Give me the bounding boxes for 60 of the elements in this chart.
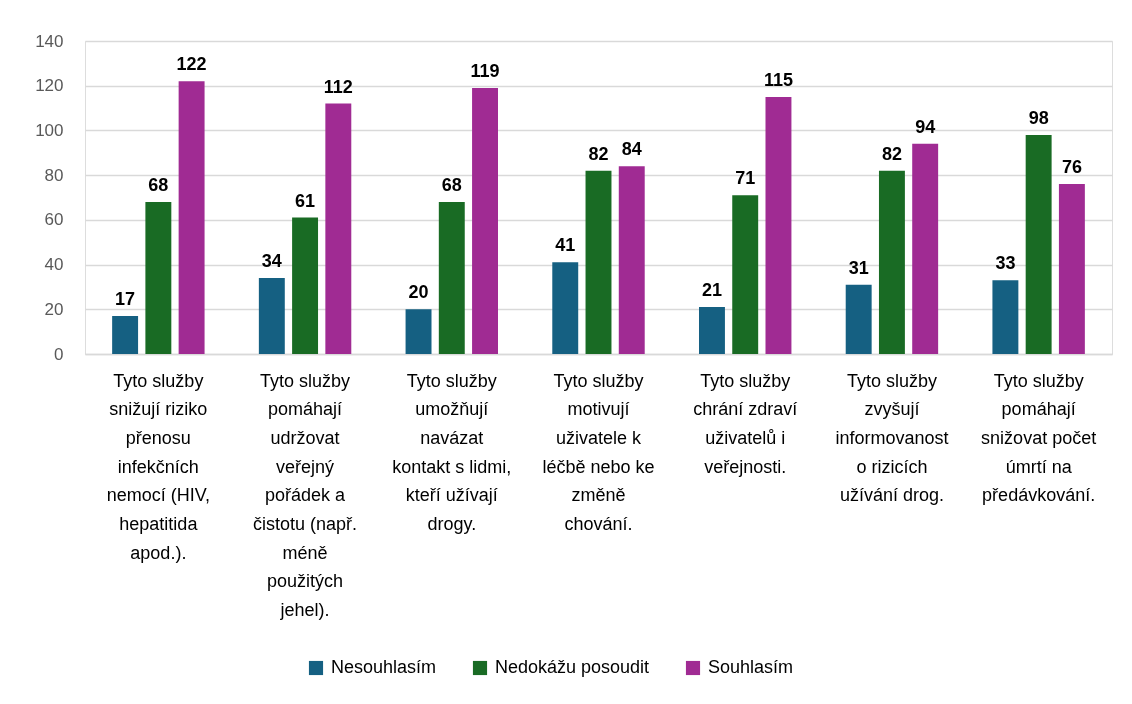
x-tick-label: Tyto služby motivují uživatele k léčbě nebo ke změně chování. — [542, 370, 655, 534]
y-tick-label: 20 — [44, 299, 64, 319]
x-tick-label: Tyto služby chrání zdraví uživatelů i veřejnosti. — [693, 370, 798, 477]
x-tick-label: Tyto služby snižují riziko přenosu infekčních nemocí (HIV, hepatitida apod.). — [106, 370, 211, 563]
data-label: 21 — [701, 280, 722, 301]
data-label: 84 — [621, 139, 642, 160]
data-label: 34 — [261, 250, 282, 271]
y-tick-label: 40 — [44, 255, 64, 275]
data-label: 61 — [295, 190, 316, 211]
legend-label: Nedokážu posoudit — [495, 657, 650, 677]
bar — [325, 103, 352, 354]
bar — [699, 307, 725, 354]
data-label: 115 — [763, 69, 793, 90]
bar — [618, 166, 645, 354]
data-label: 41 — [555, 235, 576, 256]
data-label: 71 — [735, 168, 756, 189]
bar — [732, 195, 759, 354]
bar — [405, 309, 432, 354]
bar — [845, 284, 872, 354]
y-tick-label: 140 — [35, 31, 64, 51]
bar — [585, 170, 612, 354]
x-tick-label: Tyto služby zvyšují informovanost o rizicích užívání drog. — [835, 370, 949, 506]
data-label: 20 — [408, 282, 429, 303]
y-tick-label: 60 — [44, 210, 64, 230]
y-tick-label: 120 — [35, 76, 64, 96]
data-label: 76 — [1061, 157, 1082, 178]
bar — [145, 201, 172, 354]
x-tick-label: Tyto služby umožňují navázat kontakt s lidmi, kteří užívají drogy. — [392, 370, 512, 534]
data-label: 82 — [881, 143, 902, 164]
bar — [765, 96, 792, 354]
legend-label: Nesouhlasím — [331, 657, 437, 677]
bar — [292, 217, 319, 354]
y-tick-label: 80 — [44, 165, 64, 185]
y-tick-label: 100 — [35, 120, 64, 140]
bar — [1058, 184, 1085, 354]
data-label: 119 — [470, 60, 500, 81]
bar — [438, 201, 465, 354]
bar — [878, 170, 905, 354]
data-label: 112 — [323, 76, 353, 97]
category-label: Tyto služby pomáhají udržovat veřejný pořádek a čistotu (např. méně použitých jehel). — [253, 370, 358, 621]
data-label: 68 — [441, 174, 462, 195]
data-label: 33 — [995, 253, 1016, 274]
bar — [472, 87, 498, 354]
bar — [258, 277, 285, 354]
bar — [1025, 134, 1052, 354]
x-tick-label: Tyto služby pomáhají snižovat počet úmrtí na předávkování. — [981, 370, 1097, 506]
bar — [992, 280, 1019, 354]
data-label: 122 — [176, 54, 207, 75]
data-label: 17 — [115, 288, 136, 309]
data-label: 68 — [148, 174, 169, 195]
bar — [178, 81, 205, 354]
data-label: 98 — [1028, 107, 1049, 128]
y-tick-label: 0 — [54, 344, 64, 364]
bar — [112, 315, 139, 354]
bar — [552, 262, 579, 354]
data-label: 94 — [915, 116, 936, 137]
data-label: 82 — [588, 143, 609, 164]
bar — [912, 143, 939, 354]
legend-label: Souhlasím — [708, 657, 794, 677]
data-label: 31 — [848, 257, 869, 278]
